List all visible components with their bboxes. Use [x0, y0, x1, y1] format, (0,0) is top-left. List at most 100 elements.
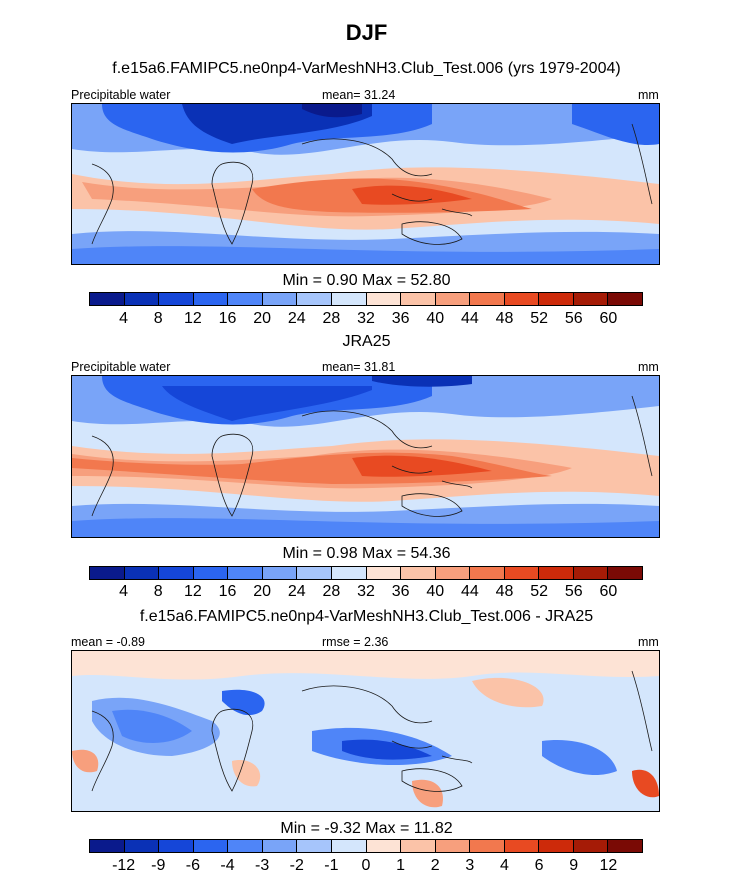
colorbar-tick-label: 40: [426, 583, 445, 600]
colorbar-swatch: [470, 293, 505, 305]
panel2-colorbar: [89, 566, 643, 580]
colorbar-tick-label: 24: [287, 583, 306, 600]
colorbar-swatch: [470, 840, 505, 852]
colorbar-swatch: [539, 567, 574, 579]
colorbar-swatch: [193, 567, 229, 579]
colorbar-swatch: [435, 567, 471, 579]
figure-subtitle: f.e15a6.FAMIPC5.ne0np4-VarMeshNH3.Club_T…: [112, 60, 621, 77]
colorbar-tick-label: 1: [396, 857, 406, 874]
panel3-map: [71, 650, 660, 812]
panel2-map-svg: [72, 376, 659, 537]
colorbar-tick-label: -1: [324, 857, 339, 874]
colorbar-swatch: [470, 567, 505, 579]
colorbar-swatch: [366, 840, 402, 852]
colorbar-tick-label: -9: [151, 857, 166, 874]
colorbar-tick-label: 0: [361, 857, 371, 874]
figure-title: DJF: [345, 20, 388, 45]
colorbar-swatch: [124, 293, 160, 305]
colorbar-swatch: [504, 840, 540, 852]
colorbar-swatch: [401, 567, 436, 579]
panel2-title: JRA25: [342, 333, 391, 350]
colorbar-tick-label: 20: [253, 583, 272, 600]
colorbar-tick-label: 32: [357, 310, 375, 327]
colorbar-swatch: [228, 293, 263, 305]
colorbar-swatch: [124, 567, 160, 579]
colorbar-tick-label: 16: [218, 583, 237, 600]
panel1-variable-label: Precipitable water: [71, 88, 171, 102]
colorbar-tick-label: 2: [430, 857, 440, 874]
colorbar-tick-label: 16: [218, 310, 237, 327]
colorbar-swatch: [435, 840, 471, 852]
colorbar-tick-label: 40: [426, 310, 445, 327]
colorbar-tick-label: 36: [391, 310, 410, 327]
colorbar-tick-label: 36: [391, 583, 410, 600]
colorbar-swatch: [297, 567, 332, 579]
colorbar-swatch: [228, 567, 263, 579]
colorbar-tick-label: 4: [500, 857, 509, 874]
panel3-rmse-label: rmse = 2.36: [322, 635, 389, 649]
panel1-colorbar: [89, 292, 643, 306]
colorbar-swatch: [262, 567, 298, 579]
colorbar-swatch: [193, 840, 229, 852]
colorbar-swatch: [262, 840, 298, 852]
colorbar-tick-label: 48: [495, 310, 514, 327]
panel2-colorbar-ticks: 4 8 12 16 20 24 28 32 36 40 44 48 52 56 60: [89, 583, 643, 601]
colorbar-swatch: [331, 293, 367, 305]
colorbar-swatch: [159, 840, 194, 852]
panel2-map: [71, 375, 660, 538]
colorbar-swatch: [366, 293, 402, 305]
colorbar-swatch: [435, 293, 471, 305]
colorbar-tick-label: 28: [322, 310, 341, 327]
colorbar-tick-label: 9: [569, 857, 579, 874]
colorbar-tick-label: 56: [564, 583, 583, 600]
panel1-mean-label: mean= 31.24: [322, 88, 396, 102]
panel3-units-label: mm: [638, 635, 659, 649]
colorbar-swatch: [90, 293, 125, 305]
colorbar-tick-label: 8: [153, 583, 163, 600]
colorbar-swatch: [331, 567, 367, 579]
colorbar-swatch: [608, 840, 642, 852]
colorbar-swatch: [401, 840, 436, 852]
colorbar-swatch: [90, 567, 125, 579]
colorbar-tick-label: 52: [530, 310, 549, 327]
colorbar-tick-label: 6: [534, 857, 544, 874]
colorbar-tick-label: -3: [255, 857, 270, 874]
panel1-stats: Min = 0.90 Max = 52.80: [282, 272, 451, 289]
panel3-colorbar-ticks: -12 -9 -6 -4 -3 -2 -1 0 1 2 3 4 6 9 12: [89, 857, 643, 875]
panel1-colorbar-ticks: 4 8 12 16 20 24 28 32 36 40 44 48 52 56 60: [89, 310, 643, 328]
panel3-title: f.e15a6.FAMIPC5.ne0np4-VarMeshNH3.Club_T…: [139, 608, 594, 625]
colorbar-swatch: [193, 293, 229, 305]
panel1-units-label: mm: [638, 88, 659, 102]
colorbar-tick-label: 12: [183, 583, 202, 600]
panel1-map-svg: [72, 104, 659, 264]
panel2-variable-label: Precipitable water: [71, 360, 171, 374]
colorbar-tick-label: 4: [119, 583, 129, 600]
colorbar-swatch: [366, 567, 402, 579]
colorbar-tick-label: 44: [460, 583, 479, 600]
panel3-stats: Min = -9.32 Max = 11.82: [280, 820, 453, 837]
colorbar-swatch: [228, 840, 263, 852]
colorbar-tick-label: 24: [287, 310, 306, 327]
colorbar-swatch: [539, 840, 574, 852]
panel2-mean-label: mean= 31.81: [322, 360, 396, 374]
colorbar-tick-label: 44: [460, 310, 479, 327]
colorbar-swatch: [539, 293, 574, 305]
panel3-mean-label: mean = -0.89: [71, 635, 146, 649]
panel3-map-svg: [72, 651, 659, 811]
colorbar-swatch: [159, 293, 194, 305]
colorbar-tick-label: 20: [253, 310, 272, 327]
colorbar-tick-label: 52: [530, 583, 549, 600]
colorbar-swatch: [504, 567, 540, 579]
panel3-colorbar: [89, 839, 643, 853]
colorbar-swatch: [90, 840, 125, 852]
colorbar-tick-label: 8: [153, 310, 163, 327]
colorbar-swatch: [573, 567, 609, 579]
colorbar-tick-label: 12: [599, 857, 618, 874]
panel2-units-label: mm: [638, 360, 659, 374]
panel1-map: [71, 103, 660, 265]
colorbar-tick-label: 56: [564, 310, 583, 327]
colorbar-swatch: [159, 567, 194, 579]
colorbar-tick-label: 12: [183, 310, 202, 327]
colorbar-swatch: [297, 840, 332, 852]
colorbar-tick-label: 28: [322, 583, 341, 600]
